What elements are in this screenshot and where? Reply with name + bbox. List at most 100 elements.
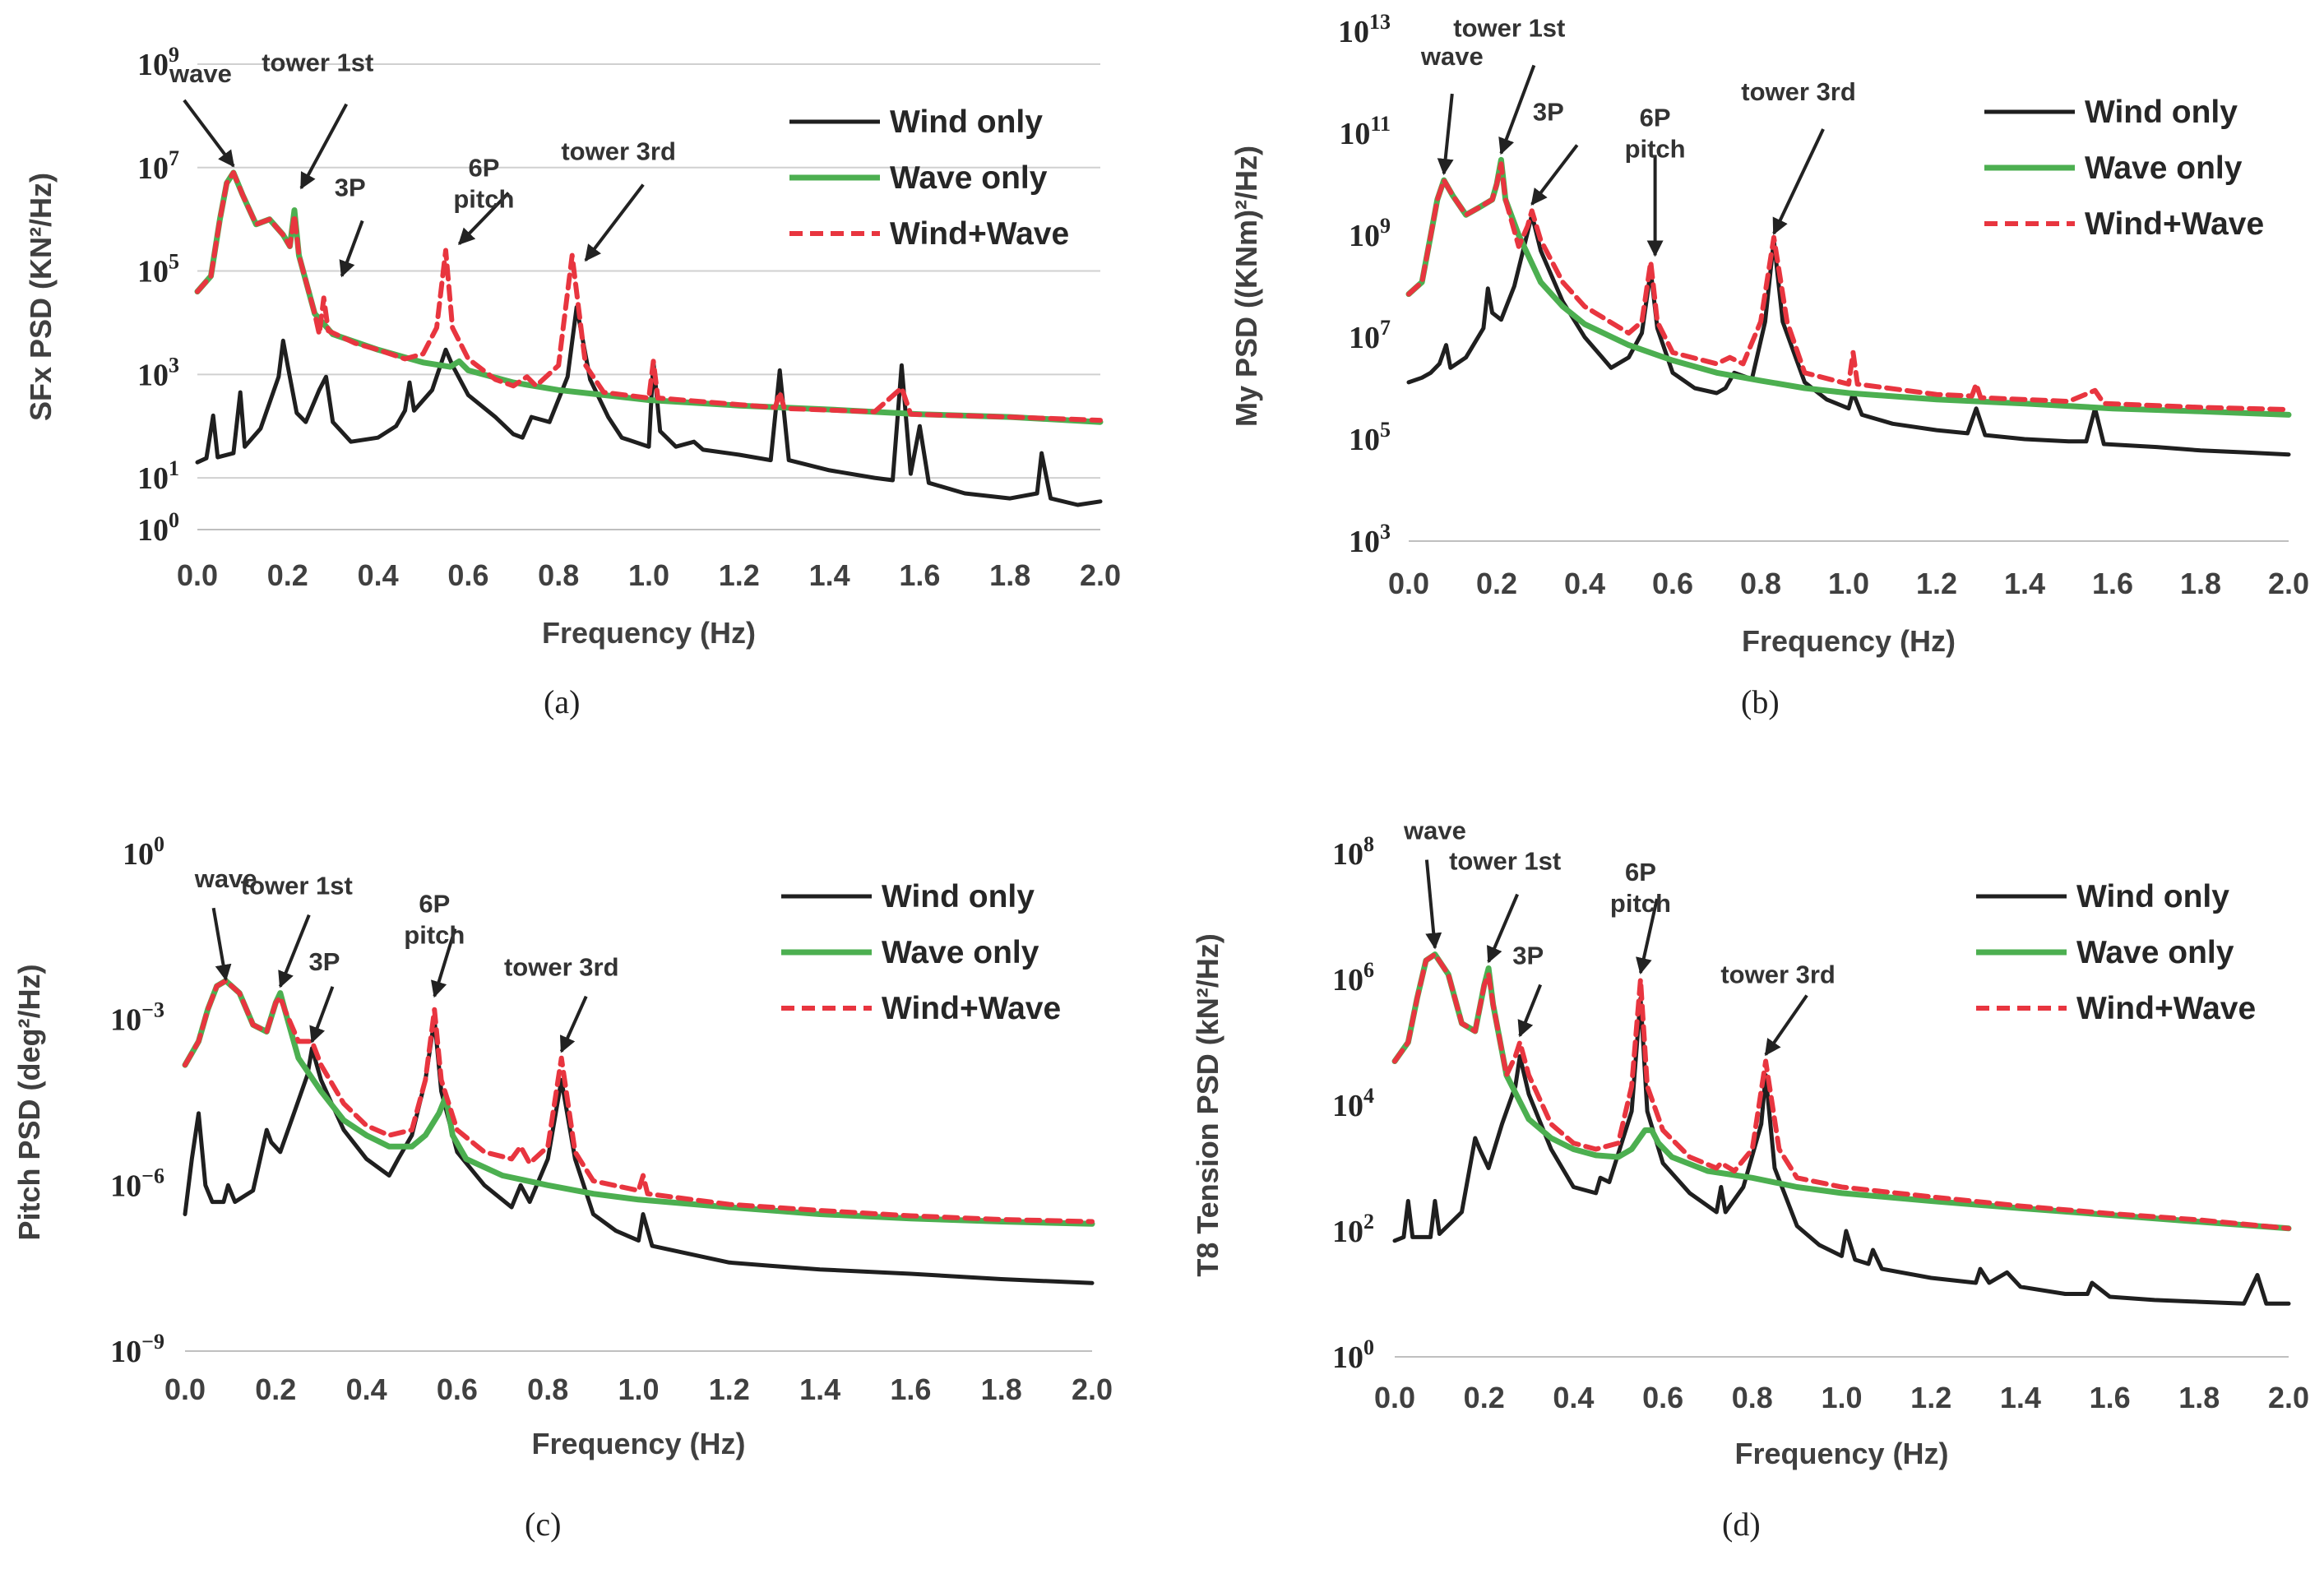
annotation-label: tower 3rd xyxy=(1741,77,1856,106)
annotation-label: tower 3rd xyxy=(1720,960,1836,989)
legend-label-wind-only: Wind only xyxy=(2076,879,2229,914)
caption-c: (c) xyxy=(525,1506,562,1543)
x-tick-label: 0.0 xyxy=(164,1372,206,1406)
annotation-arrow xyxy=(1636,898,1659,974)
series-line-wave-only xyxy=(1405,156,2292,418)
x-tick-label: 2.0 xyxy=(1072,1372,1113,1406)
x-tick-label: 0.8 xyxy=(1740,567,1781,600)
annotation-arrow xyxy=(183,99,235,168)
legend-label-wind-only: Wind only xyxy=(882,879,1035,914)
annotation-label: wave xyxy=(1403,817,1466,845)
panel-b: 1013 1011 109 107 105 103 0.0 0.2 0.4 0.6 0.8 1.0 1.… xyxy=(1162,0,2324,724)
annotation-arrow xyxy=(1764,994,1808,1057)
series-line-wind-wave xyxy=(183,978,1095,1224)
annotation-label: pitch xyxy=(1625,134,1686,163)
y-axis-label: T8 Tension PSD (kN²/Hz) xyxy=(1191,933,1224,1276)
y-tick-label: 10−6 xyxy=(110,1164,164,1203)
y-tick-label: 105 xyxy=(137,250,179,289)
annotation-arrow xyxy=(584,183,645,262)
x-tick-label: 0.2 xyxy=(1476,567,1517,600)
series-line-wind-only xyxy=(1406,212,2291,457)
chart-c: 100 10−3 10−6 10−90.0 0.2 0.4 0.6 0.8 1.0 1.2 1.4 1… xyxy=(12,832,1113,1460)
annotation-label: 6P xyxy=(1625,858,1656,886)
annotation-arrow xyxy=(1517,984,1543,1038)
series-line-wind-wave xyxy=(195,169,1103,423)
annotation-label: tower 1st xyxy=(241,872,353,900)
series-line-wind-only xyxy=(1392,996,2291,1306)
x-tick-label: 0.2 xyxy=(1464,1381,1505,1414)
x-tick-label: 2.0 xyxy=(2268,1381,2309,1414)
x-tick-label: 1.2 xyxy=(719,558,760,592)
chart-a: 109 107 105 103 101 100 0.0 0.2 0.4 0.6 0.8 1.0 1.2 1… xyxy=(24,43,1121,650)
y-tick-label: 103 xyxy=(137,353,179,392)
y-tick-label: 105 xyxy=(1349,418,1391,457)
x-tick-label: 1.8 xyxy=(989,558,1030,592)
annotation-arrow xyxy=(1498,64,1536,155)
x-tick-label: 0.2 xyxy=(267,558,308,592)
annotation-label: pitch xyxy=(453,185,514,214)
x-tick-label: 0.8 xyxy=(527,1372,568,1406)
x-tick-label: 1.8 xyxy=(981,1372,1022,1406)
legend-label-wind-wave: Wind+Wave xyxy=(890,216,1069,252)
annotation-label: 3P xyxy=(308,947,340,976)
x-tick-label: 1.0 xyxy=(1828,567,1869,600)
y-tick-label: 106 xyxy=(1332,958,1374,997)
annotation-arrow xyxy=(309,986,335,1044)
annotation-label: 3P xyxy=(1512,942,1544,970)
caption-d: (d) xyxy=(1722,1506,1761,1543)
x-tick-label: 1.6 xyxy=(899,558,940,592)
y-tick-label: 107 xyxy=(137,146,179,186)
x-tick-label: 1.4 xyxy=(809,558,850,592)
chart-b: 1013 1011 109 107 105 103 0.0 0.2 0.4 0.6 0.8 1.0 1.… xyxy=(1229,10,2309,658)
annotation-arrow xyxy=(339,220,364,278)
x-tick-label: 1.4 xyxy=(2004,567,2045,600)
x-tick-label: 1.2 xyxy=(1910,1381,1951,1414)
annotation-label: wave xyxy=(1420,42,1484,71)
annotation-label: 3P xyxy=(1533,97,1564,126)
legend-label-wave-only: Wave only xyxy=(882,935,1039,970)
y-tick-label: 108 xyxy=(1332,832,1374,872)
x-tick-label: 1.4 xyxy=(799,1372,840,1406)
annotation-label: tower 1st xyxy=(1453,13,1565,42)
annotation-label: tower 1st xyxy=(1449,847,1561,876)
x-tick-label: 2.0 xyxy=(1080,558,1121,592)
annotation-arrow xyxy=(457,192,510,245)
annotation-label: tower 1st xyxy=(262,49,373,77)
panel-c: 100 10−3 10−6 10−9 0.0 0.2 0.4 0.6 0.8 1.0 1.2 1.4 1… xyxy=(0,814,1162,1569)
legend-label-wave-only: Wave only xyxy=(2076,935,2234,970)
x-tick-label: 1.6 xyxy=(890,1372,931,1406)
legend-label-wind-wave: Wind+Wave xyxy=(2076,991,2256,1026)
legend-label-wave-only: Wave only xyxy=(890,160,1048,196)
annotation-label: 3P xyxy=(335,174,366,202)
y-tick-label: 103 xyxy=(1349,520,1391,559)
y-tick-label: 107 xyxy=(1349,316,1391,355)
x-tick-label: 0.2 xyxy=(255,1372,296,1406)
x-tick-label: 1.6 xyxy=(2090,1381,2131,1414)
annotation-arrow xyxy=(431,928,457,998)
series-line-wind-only xyxy=(183,1017,1095,1285)
panel-d: 108 106 104 102 100 0.0 0.2 0.4 0.6 0.8 1.0 1.2 1.4 1… xyxy=(1162,814,2324,1569)
x-tick-label: 0.4 xyxy=(1553,1381,1594,1414)
x-tick-label: 1.2 xyxy=(1916,567,1957,600)
x-tick-label: 0.6 xyxy=(1642,1381,1683,1414)
x-tick-label: 0.6 xyxy=(437,1372,478,1406)
annotation-label: pitch xyxy=(404,920,465,949)
y-axis-label: SFx PSD (KN²/Hz) xyxy=(24,173,58,421)
x-tick-label: 0.4 xyxy=(358,558,399,592)
y-tick-label: 100 xyxy=(137,508,179,548)
y-tick-label: 104 xyxy=(1332,1084,1374,1123)
y-tick-label: 109 xyxy=(1349,214,1391,253)
caption-b: (b) xyxy=(1741,683,1780,720)
annotation-arrow xyxy=(211,907,232,982)
x-tick-label: 1.0 xyxy=(618,1372,659,1406)
annotation-arrow xyxy=(559,995,588,1053)
caption-a: (a) xyxy=(544,683,581,720)
x-tick-label: 0.4 xyxy=(1564,567,1605,600)
annotation-arrow xyxy=(1772,128,1825,235)
annotation-arrow xyxy=(299,103,349,190)
legend-label-wind-wave: Wind+Wave xyxy=(2085,206,2264,242)
y-tick-label: 1013 xyxy=(1338,10,1391,49)
series-line-wind-only xyxy=(195,305,1103,507)
x-tick-label: 1.2 xyxy=(709,1372,750,1406)
